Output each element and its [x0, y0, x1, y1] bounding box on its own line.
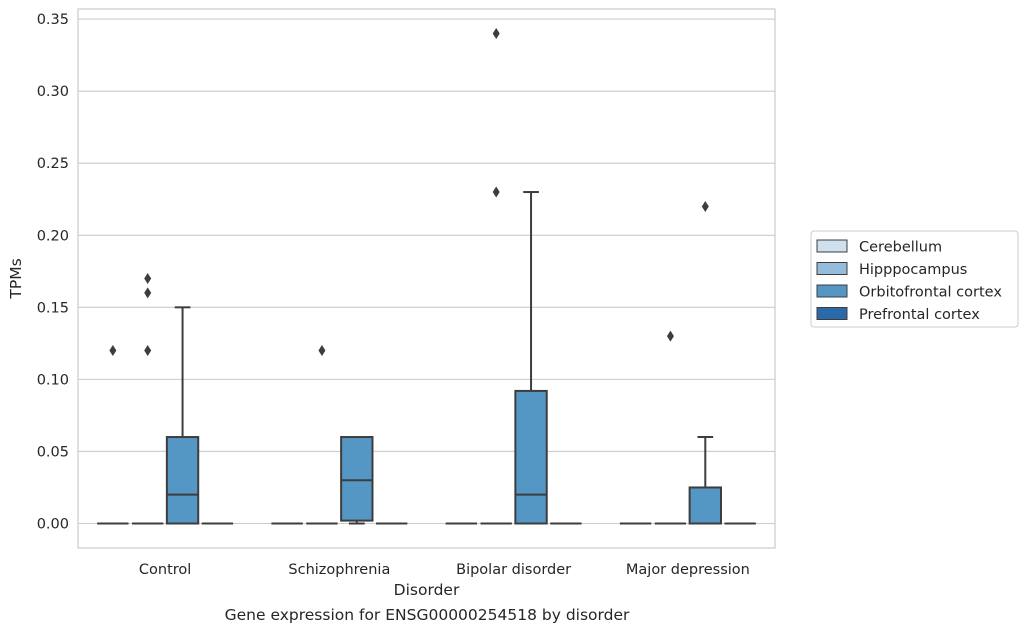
y-tick-label: 0.00: [37, 517, 69, 533]
x-tick-label: Bipolar disorder: [456, 562, 571, 578]
outlier-point: [666, 330, 674, 342]
y-tick-label: 0.35: [37, 12, 69, 28]
x-tick-label: Schizophrenia: [288, 562, 390, 578]
box-body: [340, 436, 374, 522]
legend-frame: [810, 230, 1019, 328]
outlier-point: [492, 28, 500, 39]
y-tick-label: 0.25: [37, 156, 69, 172]
outlier-point: [109, 345, 117, 357]
legend: Cerebellum Hipppocampus Orbitofrontal cort…: [810, 230, 1019, 328]
outlier-point: [701, 200, 709, 212]
boxes: [97, 191, 756, 525]
plot-frame: [77, 8, 776, 549]
outlier-point: [144, 273, 152, 284]
legend-swatch: [816, 284, 848, 298]
legend-label: Orbitofrontal cortex: [859, 285, 1002, 301]
outlier-point: [144, 345, 152, 357]
y-tick-label: 0.30: [37, 84, 69, 100]
x-axis-title: Disorder: [394, 581, 460, 599]
y-axis: 0.00 0.05 0.10 0.15 0.20 0.25 0.30 0.35: [37, 12, 69, 532]
outlier-point: [144, 287, 152, 299]
box-body: [514, 389, 548, 525]
x-tick-label: Control: [139, 562, 191, 578]
outliers: [109, 28, 709, 357]
box-orbitofrontal-cortex: [688, 436, 722, 525]
legend-label: Prefrontal cortex: [859, 307, 980, 323]
legend-swatch: [816, 307, 848, 320]
box-orbitofrontal-cortex: [165, 306, 200, 525]
box-body: [165, 436, 200, 525]
outlier-point: [492, 186, 500, 198]
box-orbitofrontal-cortex: [514, 191, 548, 525]
y-axis-title: TPMs: [7, 258, 25, 299]
x-axis: Control Schizophrenia Bipolar disorder Majo…: [139, 562, 750, 578]
y-tick-label: 0.15: [37, 300, 69, 316]
chart-caption: Gene expression for ENSG00000254518 by d…: [224, 606, 630, 624]
y-tick-label: 0.10: [37, 372, 69, 388]
legend-label: Cerebellum: [859, 240, 942, 256]
y-tick-label: 0.05: [37, 444, 69, 460]
y-tick-label: 0.20: [37, 228, 69, 244]
x-tick-label: Major depression: [626, 562, 750, 578]
outlier-point: [318, 345, 326, 357]
legend-swatch: [816, 239, 848, 253]
legend-label: Hipppocampus: [859, 262, 967, 278]
legend-swatch: [816, 262, 848, 275]
box-body: [688, 486, 722, 525]
box-orbitofrontal-cortex: [340, 436, 374, 525]
